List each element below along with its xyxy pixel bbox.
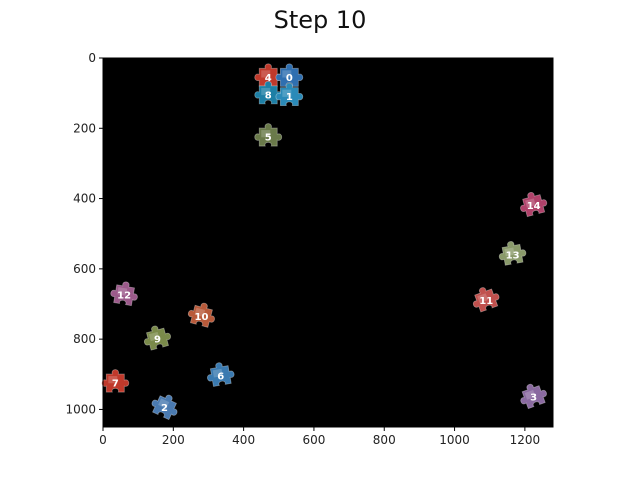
puzzle-piece-0[interactable]: 0 — [275, 63, 304, 87]
y-tick-label: 800 — [73, 332, 96, 346]
puzzle-piece-texture — [194, 307, 206, 318]
puzzle-piece-number: 2 — [161, 403, 168, 414]
puzzle-piece-texture — [158, 398, 170, 409]
puzzle-piece-texture — [261, 130, 271, 138]
puzzle-piece-shape — [151, 394, 178, 421]
puzzle-piece-texture — [261, 87, 271, 96]
puzzle-piece-shape — [275, 82, 304, 107]
puzzle-piece-shape — [143, 325, 172, 351]
puzzle-piece-texture — [525, 198, 536, 208]
puzzle-piece-number: 7 — [112, 379, 119, 390]
puzzle-piece-shape — [110, 281, 138, 307]
puzzle-piece-texture — [261, 70, 271, 78]
puzzle-piece-8[interactable]: 8 — [254, 81, 283, 105]
puzzle-piece-texture — [117, 287, 128, 296]
puzzle-piece-texture — [148, 331, 160, 342]
puzzle-piece-number: 1 — [286, 92, 293, 103]
puzzle-piece-number: 10 — [194, 312, 208, 323]
puzzle-piece-number: 0 — [286, 73, 293, 84]
puzzle-piece-texture — [524, 389, 536, 400]
y-tick-label: 400 — [73, 192, 96, 206]
x-tick-label: 200 — [162, 433, 185, 447]
plot-frame — [102, 57, 554, 428]
x-tick-label: 400 — [232, 433, 255, 447]
x-tick-label: 1000 — [439, 433, 470, 447]
puzzle-piece-number: 4 — [265, 73, 272, 84]
x-tick-label: 1200 — [510, 433, 541, 447]
puzzle-piece-7[interactable]: 7 — [101, 369, 130, 393]
y-tick-label: 200 — [73, 121, 96, 135]
axes-layer: 0 200 400 600 800 1000 1200 0 200 400 600 800 1000 — [65, 51, 540, 447]
puzzle-piece-number: 6 — [217, 372, 224, 383]
chart-title: Step 10 — [273, 6, 367, 34]
puzzle-piece-texture — [504, 247, 515, 257]
x-tick-label: 0 — [99, 433, 107, 447]
puzzle-piece-number: 12 — [117, 291, 131, 302]
puzzle-piece-number: 3 — [530, 393, 537, 404]
puzzle-piece-number: 14 — [527, 201, 541, 212]
x-tick-label: 600 — [302, 433, 325, 447]
puzzle-piece-shape — [472, 287, 500, 313]
y-tick-label: 0 — [88, 51, 96, 65]
puzzle-piece-2[interactable]: 2 — [148, 390, 182, 422]
puzzle-piece-3[interactable]: 3 — [516, 380, 549, 410]
puzzle-piece-shape — [207, 362, 235, 387]
puzzle-piece-texture — [282, 89, 292, 97]
puzzle-piece-11[interactable]: 11 — [469, 283, 502, 313]
puzzle-piece-shape — [520, 192, 548, 218]
puzzle-piece-5[interactable]: 5 — [254, 123, 283, 147]
puzzle-piece-13[interactable]: 13 — [497, 239, 527, 266]
puzzle-piece-number: 13 — [506, 250, 520, 261]
puzzle-piece-6[interactable]: 6 — [205, 360, 235, 387]
puzzle-piece-shape — [254, 81, 283, 105]
puzzle-piece-shape — [498, 241, 527, 266]
puzzle-piece-shape — [520, 383, 547, 410]
puzzle-piece-texture — [282, 70, 292, 78]
puzzle-piece-shape — [275, 63, 304, 87]
puzzle-piece-10[interactable]: 10 — [186, 300, 218, 329]
puzzle-piece-texture — [477, 293, 489, 304]
puzzle-piece-number: 9 — [154, 335, 161, 346]
puzzle-piece-shape — [254, 123, 283, 147]
x-tick-label: 800 — [373, 433, 396, 447]
y-tick-label: 1000 — [65, 402, 96, 416]
puzzle-piece-9[interactable]: 9 — [141, 323, 173, 352]
plot-background — [103, 58, 553, 427]
puzzle-piece-texture — [108, 376, 118, 384]
puzzle-piece-1[interactable]: 1 — [275, 82, 304, 107]
y-tick-label: 600 — [73, 262, 96, 276]
puzzle-piece-number: 8 — [265, 90, 272, 101]
puzzle-piece-14[interactable]: 14 — [517, 189, 549, 218]
puzzle-piece-number: 5 — [265, 133, 272, 144]
puzzle-piece-12[interactable]: 12 — [109, 280, 139, 307]
puzzle-piece-texture — [212, 368, 223, 378]
puzzle-piece-shape — [187, 302, 215, 328]
puzzle-piece-number: 11 — [479, 296, 493, 307]
